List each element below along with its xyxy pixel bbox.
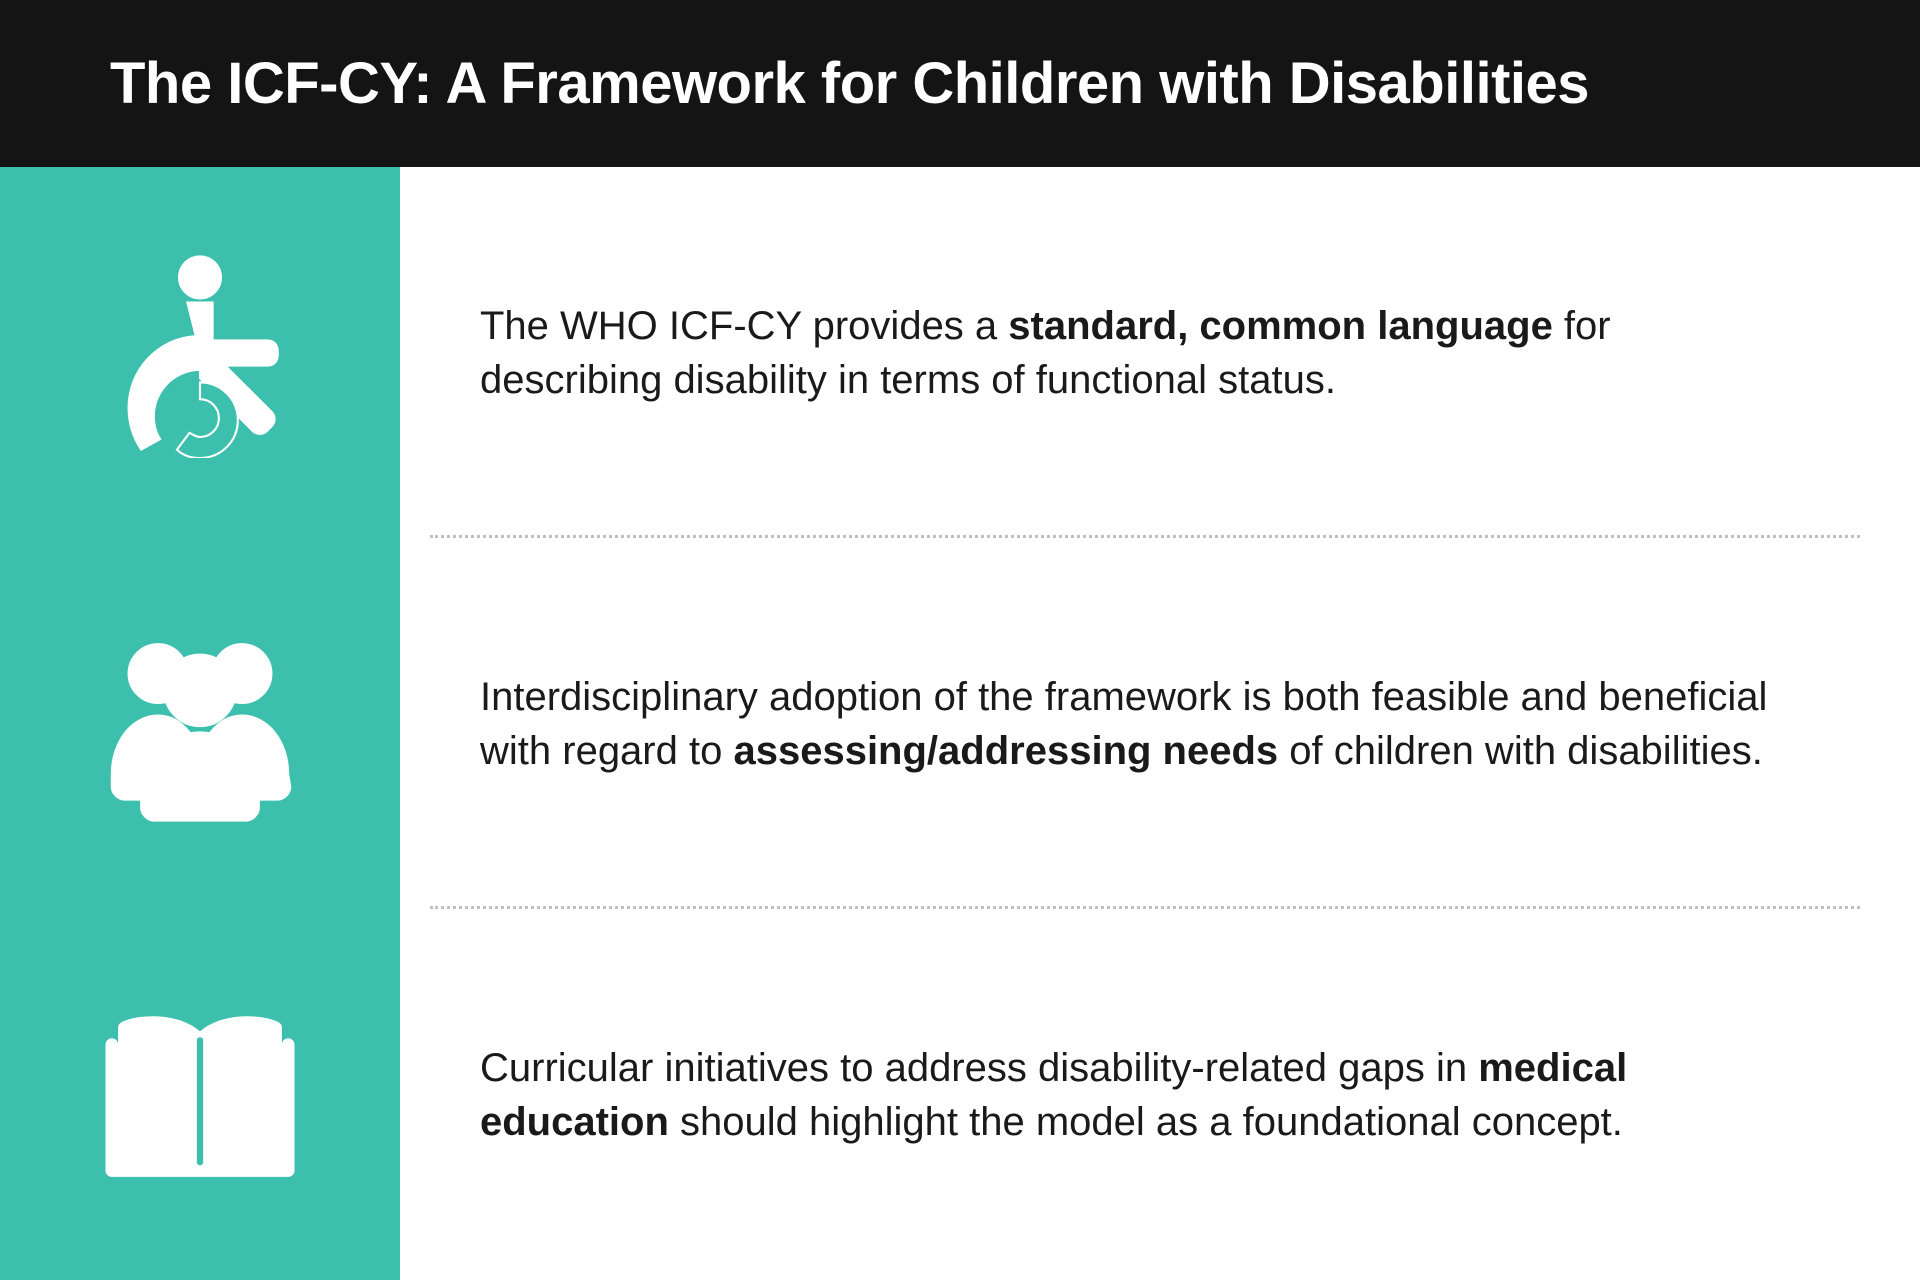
info-row: The WHO ICF-CY provides a standard, comm…	[0, 167, 1920, 538]
page-title: The ICF-CY: A Framework for Children wit…	[110, 50, 1810, 117]
text-before: Curricular initiatives to address disabi…	[480, 1046, 1478, 1090]
row-text: The WHO ICF-CY provides a standard, comm…	[480, 299, 1800, 407]
text-cell: Curricular initiatives to address disabi…	[400, 909, 1920, 1280]
infographic-page: The ICF-CY: A Framework for Children wit…	[0, 0, 1920, 1280]
text-after: of children with disabilities.	[1278, 729, 1763, 773]
text-cell: Interdisciplinary adoption of the framew…	[400, 538, 1920, 909]
wheelchair-icon	[95, 248, 305, 458]
icon-cell	[0, 538, 400, 909]
header-bar: The ICF-CY: A Framework for Children wit…	[0, 0, 1920, 167]
people-group-icon	[95, 619, 305, 829]
info-row: Curricular initiatives to address disabi…	[0, 909, 1920, 1280]
info-row: Interdisciplinary adoption of the framew…	[0, 538, 1920, 909]
text-before: The WHO ICF-CY provides a	[480, 304, 1008, 348]
text-cell: The WHO ICF-CY provides a standard, comm…	[400, 167, 1920, 538]
body: The WHO ICF-CY provides a standard, comm…	[0, 167, 1920, 1280]
row-text: Curricular initiatives to address disabi…	[480, 1041, 1800, 1149]
row-text: Interdisciplinary adoption of the framew…	[480, 670, 1800, 778]
open-book-icon	[95, 990, 305, 1200]
icon-cell	[0, 909, 400, 1280]
icon-cell	[0, 167, 400, 538]
text-bold: standard, common language	[1008, 304, 1553, 348]
text-bold: assessing/addressing needs	[733, 729, 1278, 773]
text-after: should highlight the model as a foundati…	[669, 1100, 1623, 1144]
